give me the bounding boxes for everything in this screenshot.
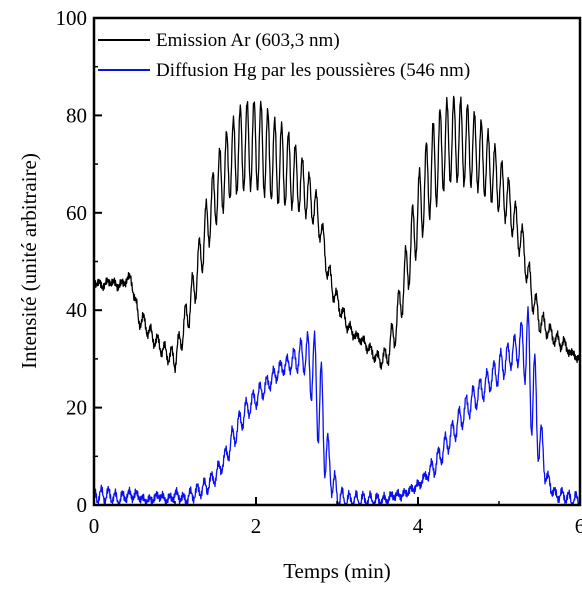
series-line-diffusion-hg [93,306,581,505]
y-axis-title: Intensité (unité arbitraire) [17,153,41,369]
series-layer [93,95,581,505]
x-tick-label: 4 [413,514,424,538]
x-tick-label: 0 [89,514,100,538]
y-tick-label: 100 [56,6,88,30]
plot-frame [92,16,582,507]
y-tick-label: 80 [66,103,87,127]
legend-label-emission-ar: Emission Ar (603,3 nm) [156,30,340,51]
x-tick-label: 2 [251,514,262,538]
legend-label-diffusion-hg: Diffusion Hg par les poussières (546 nm) [156,60,470,81]
x-axis-title: Temps (min) [283,559,391,583]
y-tick-label: 60 [66,201,87,225]
y-tick-label: 20 [66,396,87,420]
series-line-emission-ar [93,95,581,374]
y-tick-label: 0 [77,493,88,517]
legend: Emission Ar (603,3 nm) Diffusion Hg par … [98,30,470,81]
y-tick-label: 40 [66,298,87,322]
x-tick-label: 6 [575,514,582,538]
